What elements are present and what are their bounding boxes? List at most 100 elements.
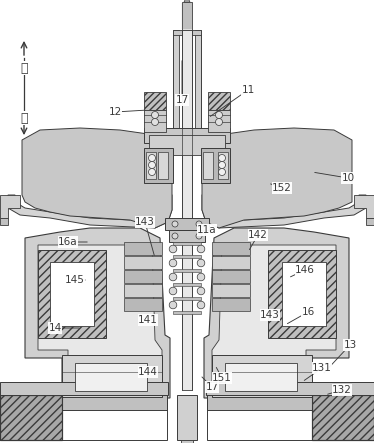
Bar [124,270,162,283]
Circle shape [169,301,177,309]
Bar [165,218,209,230]
Polygon shape [38,245,162,390]
Bar [149,135,225,155]
Bar [207,395,312,410]
Polygon shape [202,188,366,228]
Bar [212,242,250,255]
Bar [0,395,62,440]
Circle shape [215,112,223,118]
Text: 131: 131 [312,363,332,373]
Bar [182,2,192,30]
Text: 142: 142 [248,230,268,240]
Bar [225,363,297,391]
Bar [124,298,162,311]
Text: 152: 152 [272,183,292,193]
Bar [144,110,166,132]
Bar [212,270,250,283]
Bar [208,110,230,132]
Bar [62,355,162,397]
Bar [169,230,205,242]
Bar [207,395,312,440]
Circle shape [196,221,202,227]
Polygon shape [202,128,352,228]
Bar [268,250,336,338]
Bar [173,311,201,314]
Circle shape [148,155,156,162]
Circle shape [197,273,205,281]
Bar [312,395,374,440]
Bar [208,92,230,110]
Text: 14: 14 [48,323,62,333]
Circle shape [196,233,202,239]
Bar [124,242,162,255]
Circle shape [172,233,178,239]
Circle shape [197,287,205,295]
Polygon shape [204,228,349,398]
Circle shape [151,118,159,125]
Circle shape [169,245,177,253]
Polygon shape [8,188,172,228]
Bar [124,256,162,269]
Bar [146,152,156,179]
Bar [173,242,201,245]
Text: 11a: 11a [197,225,217,235]
Bar [282,262,326,326]
Circle shape [215,118,223,125]
Bar [173,30,201,35]
Text: 145: 145 [65,275,85,285]
Text: 144: 144 [138,367,158,377]
Circle shape [169,259,177,267]
Circle shape [151,112,159,118]
Text: 151: 151 [212,373,232,383]
Circle shape [169,287,177,295]
Text: 16: 16 [301,307,315,317]
Bar [75,363,147,391]
Bar [212,256,250,269]
Text: 143: 143 [260,310,280,320]
Text: 上: 上 [20,62,28,74]
Bar [144,128,230,143]
Text: 11: 11 [241,85,255,95]
Text: 143: 143 [135,217,155,227]
Circle shape [218,155,226,162]
Bar [177,395,197,440]
Text: 146: 146 [295,265,315,275]
Text: 13: 13 [343,340,357,350]
Bar [173,283,201,286]
Bar [201,148,230,183]
Polygon shape [22,128,172,228]
Bar [62,395,167,410]
Bar [173,255,201,258]
Text: 下: 下 [20,112,28,124]
Circle shape [197,245,205,253]
Text: 141: 141 [138,315,158,325]
Bar [206,382,374,395]
Bar [0,395,62,440]
Bar [124,284,162,297]
Bar [0,382,168,395]
Circle shape [169,273,177,281]
Polygon shape [25,228,170,398]
Bar [195,30,201,135]
Polygon shape [0,218,8,225]
Circle shape [218,162,226,168]
Bar [181,440,193,443]
Bar [173,30,179,135]
Text: 17: 17 [175,95,188,105]
Bar [62,395,167,440]
Bar [212,355,312,397]
Bar [38,250,106,338]
Bar [182,30,192,390]
Polygon shape [184,0,190,2]
Circle shape [172,221,178,227]
Text: 16a: 16a [58,237,78,247]
Polygon shape [0,195,20,218]
Bar [173,269,201,272]
Bar [144,148,173,183]
Bar [312,395,374,440]
Bar [212,284,250,297]
Bar [144,92,166,110]
Circle shape [148,162,156,168]
Polygon shape [354,195,374,218]
Circle shape [218,168,226,175]
